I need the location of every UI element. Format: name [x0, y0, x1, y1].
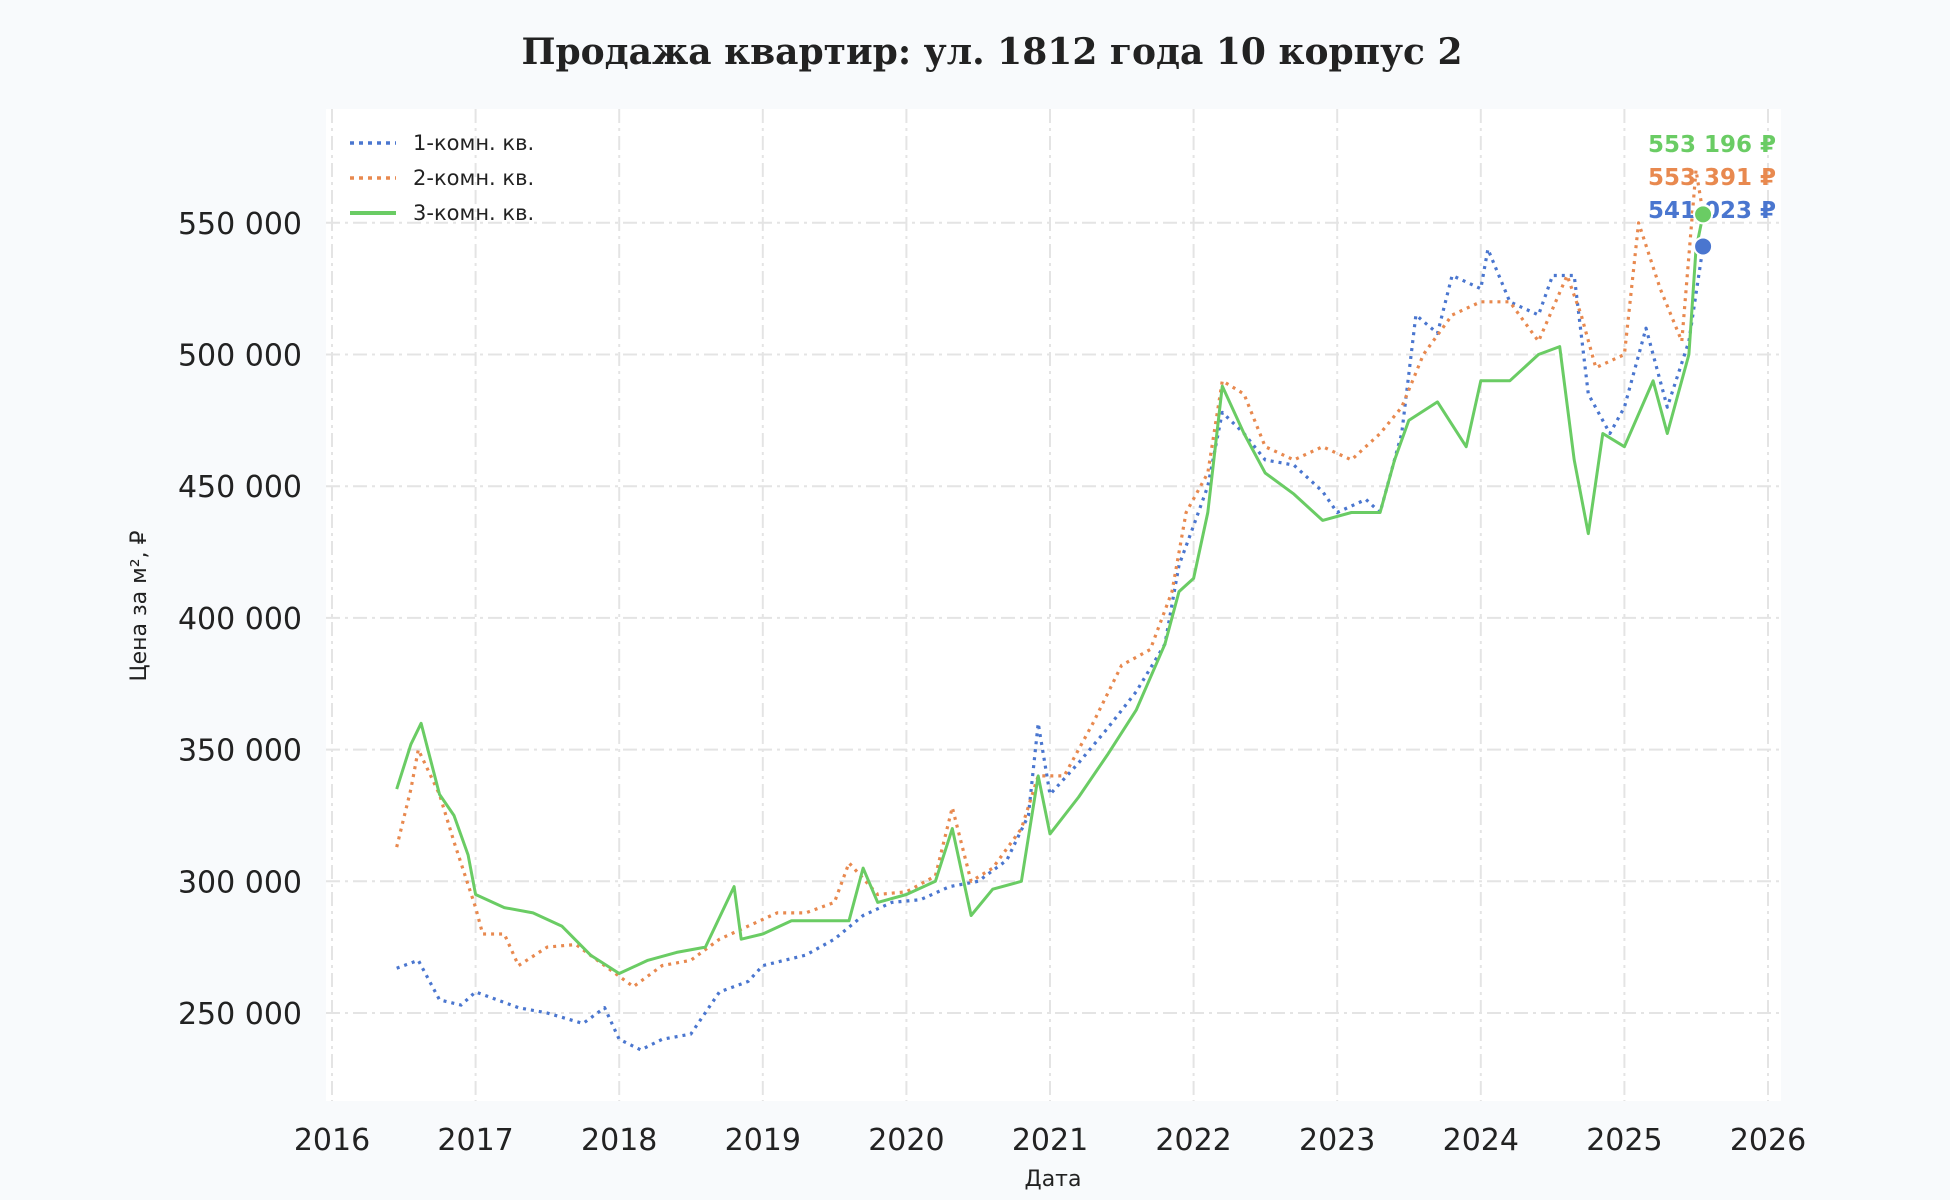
end-value-label-3: 553 196 ₽ — [1648, 132, 1776, 158]
y-tick-label: 300 000 — [178, 865, 302, 900]
y-axis-label: Цена за м², ₽ — [127, 530, 152, 681]
grid — [326, 109, 1781, 1101]
x-tick-label: 2018 — [581, 1123, 657, 1158]
x-tick-label: 2023 — [1299, 1123, 1375, 1158]
y-tick-label: 250 000 — [178, 997, 302, 1032]
series-line-2 — [395, 168, 1705, 989]
end-markers: 541 023 ₽553 391 ₽553 196 ₽ — [1648, 132, 1776, 257]
legend: 1-комн. кв. 2-комн. кв. 3-комн. кв. — [350, 131, 534, 225]
x-tick-label: 2024 — [1443, 1123, 1519, 1158]
x-tick-label: 2020 — [868, 1123, 944, 1158]
series-line-3 — [395, 214, 1705, 975]
end-marker-3 — [1693, 204, 1714, 225]
series-lines — [395, 168, 1705, 1052]
end-value-label-2: 553 391 ₽ — [1648, 165, 1776, 191]
y-tick-labels: 250 000 300 000 350 000 400 000 450 000 500 0… — [178, 207, 302, 1032]
legend-label-2: 2-комн. кв. — [413, 166, 534, 190]
x-tick-label: 2017 — [437, 1123, 513, 1158]
legend-label-1: 1-комн. кв. — [413, 131, 534, 155]
end-marker-1 — [1693, 236, 1714, 257]
chart-title: Продажа квартир: ул. 1812 года 10 корпус… — [521, 31, 1462, 73]
y-tick-label: 350 000 — [178, 734, 302, 769]
x-tick-label: 2019 — [725, 1123, 801, 1158]
x-tick-label: 2025 — [1586, 1123, 1662, 1158]
plot-area — [326, 109, 1781, 1101]
y-tick-label: 550 000 — [178, 207, 302, 242]
x-tick-labels: 2016 2017 2018 2019 2020 2021 2022 2023 2024 2025… — [294, 1123, 1806, 1158]
x-tick-label: 2016 — [294, 1123, 370, 1158]
y-tick-label: 450 000 — [178, 470, 302, 505]
x-tick-label: 2026 — [1730, 1123, 1806, 1158]
y-tick-label: 400 000 — [178, 602, 302, 637]
x-axis-label: Дата — [1025, 1167, 1082, 1192]
legend-label-3: 3-комн. кв. — [413, 201, 534, 225]
y-tick-label: 500 000 — [178, 339, 302, 374]
x-tick-label: 2022 — [1155, 1123, 1231, 1158]
x-tick-label: 2021 — [1012, 1123, 1088, 1158]
